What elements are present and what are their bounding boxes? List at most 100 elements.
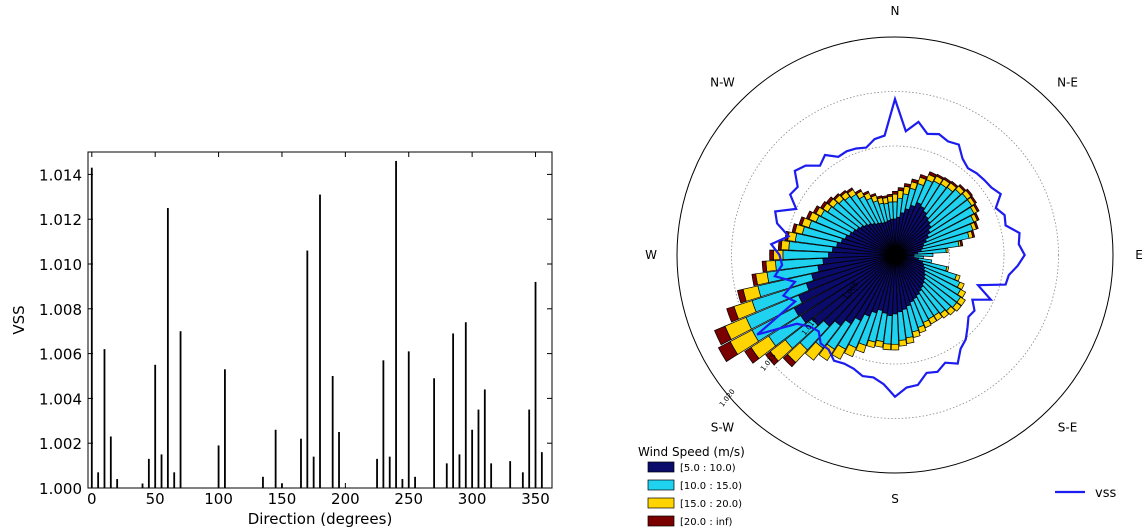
wind-rose-segment <box>897 190 904 199</box>
legend-label: [10.0 : 15.0) <box>680 481 742 492</box>
bar <box>388 456 391 488</box>
bar <box>458 454 461 488</box>
wind-rose-segment <box>897 187 904 192</box>
wind-rose-segment <box>965 188 973 197</box>
wind-rose-segment <box>744 346 760 364</box>
vss-legend-label: vss <box>1095 486 1116 501</box>
bar <box>452 333 455 488</box>
bar <box>179 331 182 488</box>
wind-rose-segment <box>898 339 907 347</box>
wind-rose-segment <box>905 336 915 344</box>
bar <box>407 351 410 488</box>
wind-rose-segment <box>933 311 943 322</box>
wind-rose-segment <box>887 195 893 203</box>
wind-rose-segment <box>911 329 921 338</box>
bar <box>376 458 378 488</box>
wind-rose-segment <box>928 171 937 178</box>
wind-rose-segment <box>917 324 927 334</box>
wind-rose-segment <box>970 195 978 205</box>
bar <box>445 463 448 488</box>
wind-rose-segment <box>970 230 976 238</box>
wind-rose-segment <box>876 195 883 200</box>
bar <box>97 472 100 488</box>
wind-rose-segment <box>890 343 900 351</box>
bar <box>116 479 119 488</box>
wind-rose-segment <box>812 205 821 214</box>
x-tick-label: 150 <box>268 490 297 508</box>
wind-rose-segment <box>855 342 867 354</box>
bar-series <box>90 160 543 488</box>
wind-rose-segment <box>892 193 898 203</box>
wind-rose-segment <box>737 288 747 304</box>
bar <box>312 456 315 488</box>
bar <box>90 167 93 488</box>
legend-title: Wind Speed (m/s) <box>638 445 745 459</box>
direction-label: S-E <box>1058 421 1078 435</box>
direction-label: N-W <box>710 75 735 89</box>
legend-label: [20.0 : inf) <box>680 517 733 528</box>
bar <box>464 322 467 488</box>
wind-rose-segment <box>892 190 898 195</box>
y-tick-label: 1.006 <box>39 346 82 364</box>
wind-rose-segment <box>911 178 919 184</box>
bar <box>154 364 157 488</box>
bar <box>217 445 220 488</box>
direction-label: E <box>1135 248 1143 262</box>
bar <box>534 281 537 488</box>
wind-rose-bars <box>714 171 980 368</box>
wind-rose-segment <box>956 281 965 290</box>
wind-rose-segment <box>755 271 770 286</box>
wind-rose-segment <box>780 240 790 251</box>
wind-rose-segment <box>726 305 740 323</box>
bar <box>141 483 144 488</box>
bar <box>490 463 493 488</box>
bar <box>262 476 264 488</box>
wind-rose-segment <box>769 249 774 261</box>
wind-rose-segment <box>846 187 854 194</box>
wind-rose-segment <box>761 260 768 273</box>
bar <box>509 461 512 488</box>
bar <box>331 376 334 488</box>
legend-swatch <box>647 461 675 473</box>
grid-ring <box>785 145 1005 365</box>
wind-rose-segment <box>806 210 813 220</box>
wind-rose-segment <box>913 253 934 257</box>
wind-rose-segment <box>854 188 862 195</box>
x-tick-label: 250 <box>394 490 423 508</box>
legend-swatch <box>647 515 675 527</box>
wind-rose-segment <box>946 306 956 316</box>
wind-rose-segment <box>874 339 884 348</box>
y-tick-label: 1.008 <box>39 301 82 319</box>
wind-rose-segment <box>973 221 979 230</box>
legend-swatch <box>647 497 675 509</box>
bar <box>224 369 226 488</box>
grid-ring <box>731 91 1059 419</box>
wind-rose-segment <box>870 193 877 198</box>
bar <box>483 389 486 488</box>
bar <box>395 160 397 488</box>
wind-rose-segment <box>820 200 828 210</box>
wind-rose-segment <box>936 173 945 181</box>
bar <box>306 250 309 488</box>
wind-rose-segment <box>751 273 759 287</box>
bar <box>521 472 524 488</box>
wind-rose-segment <box>954 274 961 282</box>
wind-rose-segment <box>833 193 841 201</box>
wind-rose-segment <box>881 195 888 199</box>
y-tick-label: 1.000 <box>39 480 82 498</box>
wind-rose-segment <box>882 343 892 351</box>
x-tick-label: 200 <box>331 490 360 508</box>
wind-rose-segment <box>862 190 870 196</box>
bar <box>540 452 543 488</box>
wind-rose-segment <box>818 343 835 362</box>
y-axis-label: VSS <box>10 305 28 334</box>
bar <box>528 409 531 488</box>
outer-circle <box>676 36 1114 474</box>
bar <box>160 454 163 488</box>
wind-rose-segment <box>765 350 779 366</box>
bar <box>319 194 321 488</box>
wind-rose-segment <box>826 196 834 205</box>
wind-rose-segment <box>956 296 966 307</box>
